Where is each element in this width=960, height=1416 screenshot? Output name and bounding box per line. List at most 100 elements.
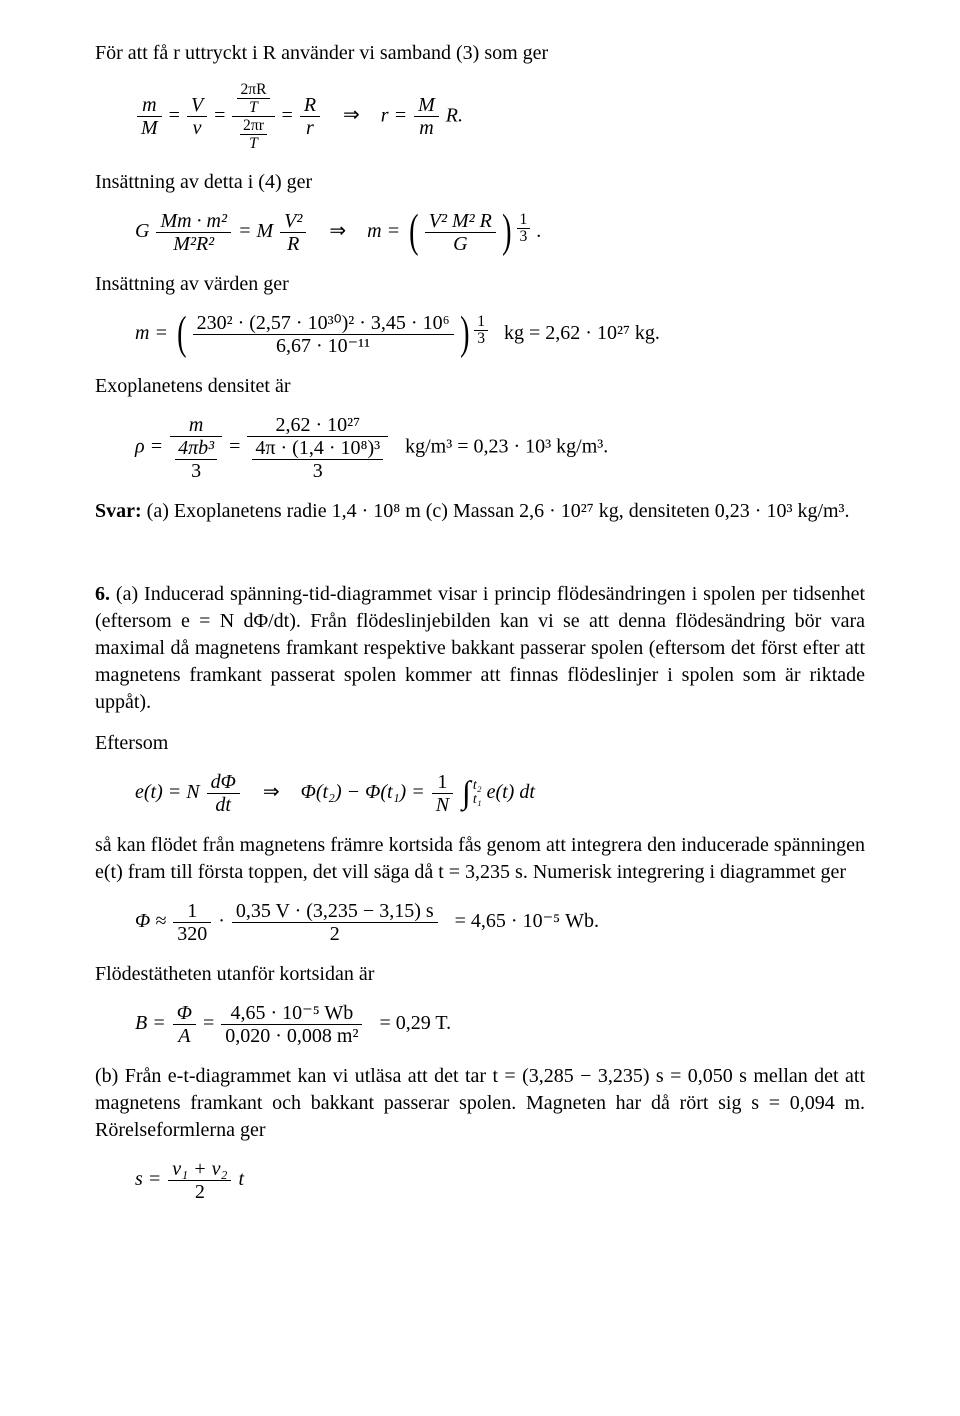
eq5-et: e(t) = N: [135, 781, 200, 803]
eq1-implies: ⇒: [327, 103, 376, 128]
eq2-rparen: ): [501, 210, 512, 255]
eq1-v: v: [187, 117, 207, 139]
eq4-res: kg/m³ = 0,23 · 10³ kg/m³.: [405, 435, 608, 457]
page-root: För att få r uttryckt i R använder vi sa…: [0, 0, 960, 1416]
eq-1: mM = Vv = 2πRT 2πrT = Rr ⇒ r = Mm R.: [135, 81, 865, 153]
eq-5: e(t) = N dΦdt ⇒ Φ(t₂) − Φ(t₁) = 1N ∫t₂t₁…: [135, 771, 865, 816]
eq-4: ρ = m 4πb³3 = 2,62 · 10²⁷ 4π · (1,4 · 10…: [135, 414, 865, 482]
answer-text: (a) Exoplanetens radie 1,4 · 10⁸ m (c) M…: [142, 500, 850, 522]
eq7-n2: 4,65 · 10⁻⁵ Wb: [221, 1002, 362, 1025]
eq8-n: v₁ + v₂: [168, 1158, 231, 1181]
eq2-eqM: = M: [238, 220, 273, 242]
eq6-dot: ·: [218, 910, 230, 932]
eq5-t1: t₁: [473, 793, 482, 807]
eq2-implies: ⇒: [313, 219, 362, 244]
eq2-id: G: [425, 233, 496, 255]
eq3-et: 1: [474, 314, 488, 331]
eq7-d2: 0,020 · 0,008 m²: [221, 1025, 362, 1047]
eq2-in: V² M² R: [425, 210, 496, 233]
eq1-Mr: M: [414, 94, 439, 117]
eq-6: Φ ≈ 1320 · 0,35 V · (3,235 − 3,15) s2 = …: [135, 900, 865, 945]
eq4-d1t: 4πb³: [175, 437, 217, 460]
eq2-trail: .: [536, 220, 541, 242]
answer-line: Svar: (a) Exoplanetens radie 1,4 · 10⁸ m…: [95, 498, 865, 525]
eq7-d1: A: [173, 1025, 196, 1047]
eq2-lparen: (: [409, 210, 420, 255]
eq1-eq3: =: [282, 104, 293, 126]
eq3-lp: (: [176, 312, 187, 357]
eq1-s1d: T: [237, 99, 269, 116]
p7: (b) Från e-t-diagrammet kan vi utläsa at…: [95, 1063, 865, 1144]
eq4-n2: 2,62 · 10²⁷: [247, 414, 388, 437]
eq6-phi: Φ ≈: [135, 910, 166, 932]
eq8-d: 2: [168, 1181, 231, 1203]
eq-7: B = ΦA = 4,65 · 10⁻⁵ Wb0,020 · 0,008 m² …: [135, 1002, 865, 1047]
eq3-eb: 3: [474, 331, 488, 347]
p2: Insättning av detta i (4) ger: [95, 169, 865, 196]
eq1-eq2: =: [214, 104, 225, 126]
eq2-eb: 3: [517, 229, 531, 245]
eq5-dphi: dΦ: [207, 771, 240, 794]
eq4-d2b: 3: [252, 460, 383, 482]
eq7-eq: =: [203, 1012, 214, 1034]
eq1-req: r =: [381, 104, 407, 126]
eq1-r: r: [300, 117, 320, 139]
eq2-G: G: [135, 220, 149, 242]
eq6-f2b: 2: [232, 923, 438, 945]
eftersom: Eftersom: [95, 730, 865, 757]
eq2-d2: R: [280, 233, 306, 255]
eq3-id: 6,67 · 10⁻¹¹: [193, 335, 454, 357]
q6-para: 6. (a) Inducerad spänning-tid-diagrammet…: [95, 581, 865, 716]
eq-8: s = v₁ + v₂2 t: [135, 1158, 865, 1203]
eq2-meq: m =: [367, 220, 400, 242]
eq-3: m = ( 230² · (2,57 · 10³⁰)² · 3,45 · 10⁶…: [135, 312, 865, 357]
eq5-1: 1: [432, 771, 453, 794]
eq1-eq1: =: [169, 104, 180, 126]
eq3-res: kg = 2,62 · 10²⁷ kg.: [504, 322, 660, 344]
answer-label: Svar:: [95, 500, 142, 522]
eq5-int-sym: ∫: [460, 780, 473, 806]
eq1-s2n: 2πr: [240, 117, 267, 135]
eq5-dt: dt: [207, 794, 240, 816]
eq4-eq: =: [229, 435, 240, 457]
eq8-t: t: [238, 1168, 244, 1190]
eq3-meq: m =: [135, 322, 168, 344]
q6-body: (a) Inducerad spänning-tid-diagrammet vi…: [95, 583, 865, 713]
eq5-t2: t₂: [473, 779, 482, 793]
eq3-rp: ): [459, 312, 470, 357]
p4: Exoplanetens densitet är: [95, 373, 865, 400]
eq8-s: s =: [135, 1168, 161, 1190]
eq2-n1: Mm · m²: [156, 210, 231, 233]
eq1-tail: R.: [446, 104, 463, 126]
eq2-n2: V²: [280, 210, 306, 233]
eq6-f1b: 320: [173, 923, 211, 945]
eq1-R: R: [300, 94, 320, 117]
eq2-et: 1: [517, 212, 531, 229]
eq5-implies: ⇒: [247, 780, 296, 805]
eq5-integrand: e(t) dt: [487, 781, 535, 803]
eq6-res: = 4,65 · 10⁻⁵ Wb.: [455, 910, 599, 932]
eq1-s2d: T: [240, 135, 267, 152]
p3: Insättning av värden ger: [95, 271, 865, 298]
p6: Flödestätheten utanför kortsidan är: [95, 961, 865, 988]
eq1-m: m: [137, 94, 162, 117]
eq-2: G Mm · m²M²R² = M V²R ⇒ m = ( V² M² RG )…: [135, 210, 865, 255]
eq3-in: 230² · (2,57 · 10³⁰)² · 3,45 · 10⁶: [193, 312, 454, 335]
eq7-res: = 0,29 T.: [379, 1012, 451, 1034]
eq4-n1: m: [170, 414, 222, 437]
eq7-n1: Φ: [173, 1002, 196, 1025]
eq1-mr: m: [414, 117, 439, 139]
eq1-s1n: 2πR: [237, 81, 269, 99]
eq6-f2t: 0,35 V · (3,235 − 3,15) s: [232, 900, 438, 923]
eq5-pd: Φ(t₂) − Φ(t₁) =: [301, 781, 425, 803]
p1: För att få r uttryckt i R använder vi sa…: [95, 40, 865, 67]
eq7-B: B =: [135, 1012, 166, 1034]
eq4-d2t: 4π · (1,4 · 10⁸)³: [252, 437, 383, 460]
eq2-d1: M²R²: [156, 233, 231, 255]
eq1-V: V: [187, 94, 207, 117]
eq5-N: N: [432, 794, 453, 816]
eq1-M: M: [137, 117, 162, 139]
eq4-d1b: 3: [175, 460, 217, 482]
eq6-f1t: 1: [173, 900, 211, 923]
eq4-rho: ρ =: [135, 435, 163, 457]
